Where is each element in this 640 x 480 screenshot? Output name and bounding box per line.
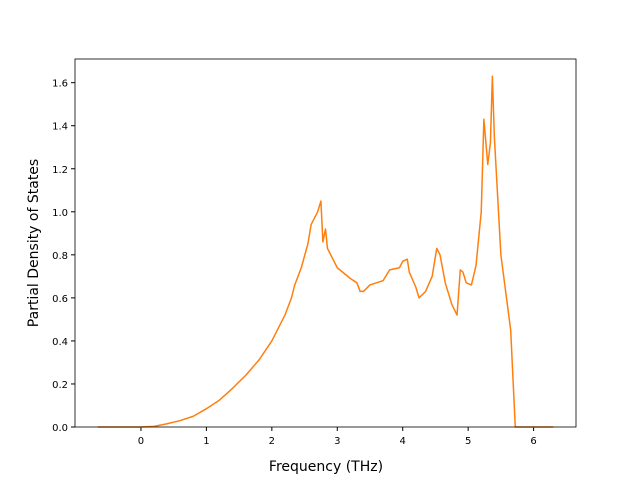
y-tick-label: 0.6 [52, 294, 68, 305]
y-tick-label: 0.8 [52, 251, 68, 262]
x-tick-label: 0 [138, 436, 144, 447]
y-tick-label: 0.0 [52, 423, 68, 434]
x-tick-label: 6 [530, 436, 536, 447]
line [97, 75, 554, 428]
x-tick-label: 5 [465, 436, 471, 447]
x-tick-label: 2 [269, 436, 275, 447]
y-tick-label: 1.4 [52, 122, 68, 133]
y-axis-label: Partial Density of States [26, 159, 42, 327]
y-tick-label: 0.2 [52, 380, 68, 391]
y-tick-label: 1.2 [52, 165, 68, 176]
x-tick-label: 1 [203, 436, 209, 447]
x-tick-label: 4 [400, 436, 406, 447]
y-tick-label: 1.6 [52, 79, 68, 90]
x-axis-label: Frequency (THz) [269, 459, 383, 475]
x-tick-label: 3 [334, 436, 340, 447]
y-tick-label: 0.4 [52, 337, 68, 348]
y-tick-label: 1.0 [52, 208, 68, 219]
plot-frame [74, 58, 577, 428]
